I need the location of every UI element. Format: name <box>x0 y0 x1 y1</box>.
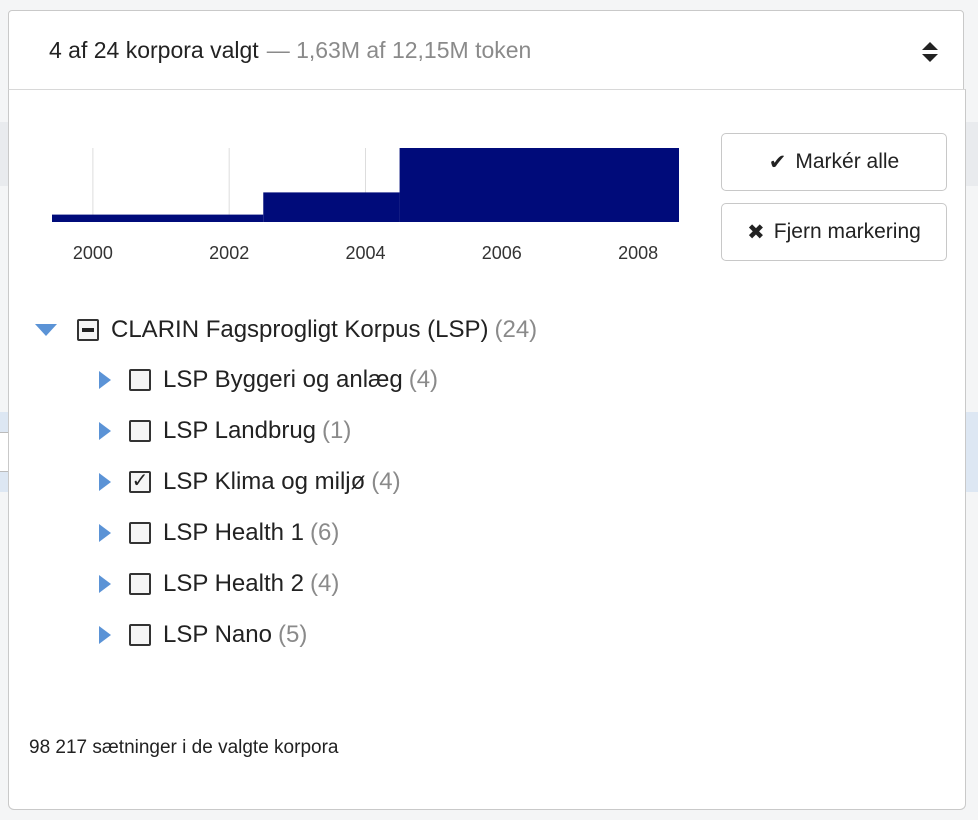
tree-item-label[interactable]: LSP Nano <box>163 621 272 648</box>
triangle-down-icon[interactable] <box>35 324 57 336</box>
sort-icon <box>922 42 938 62</box>
sentence-count: 98 217 sætninger i de valgte korpora <box>29 737 339 758</box>
tree-item: LSP Nano (5) <box>99 615 307 655</box>
chart-step <box>52 214 264 222</box>
time-distribution-chart: 2000 2002 2004 2006 2008 <box>49 130 689 280</box>
chart-step <box>399 148 679 222</box>
tree-item: LSP Landbrug (1) <box>99 411 351 451</box>
checkmark-icon: ✓ <box>131 470 149 492</box>
tree-item: LSP Health 1 (6) <box>99 513 339 553</box>
triangle-right-icon[interactable] <box>99 422 111 440</box>
tree-item-checkbox[interactable] <box>129 522 151 544</box>
triangle-right-icon[interactable] <box>99 524 111 542</box>
tree-item-count: (5) <box>277 621 308 648</box>
selected-count: 4 af 24 korpora valgt <box>49 36 259 63</box>
triangle-right-icon[interactable] <box>99 371 111 389</box>
tree-item-checkbox[interactable] <box>129 573 151 595</box>
tree-item-count: (6) <box>310 519 340 546</box>
tree-item-checkbox-checked[interactable]: ✓ <box>129 471 151 493</box>
tree-item-label[interactable]: LSP Landbrug <box>163 417 317 444</box>
close-icon: ✖ <box>747 220 765 244</box>
tree-item-checkbox[interactable] <box>129 420 151 442</box>
tree-item-count: (4) <box>310 570 340 597</box>
tree-item-label[interactable]: LSP Byggeri og anlæg <box>163 366 403 393</box>
chart-x-tick-label: 2004 <box>345 243 385 263</box>
tree-item-count: (4) <box>371 468 401 495</box>
triangle-right-icon[interactable] <box>99 473 111 491</box>
corpus-dropdown-panel: 2000 2002 2004 2006 2008 ✔ Markér alle ✖ Fje… <box>8 89 966 810</box>
tree-item: ✓ LSP Klima og miljø (4) <box>99 462 401 502</box>
tree-root-label[interactable]: CLARIN Fagsprogligt Korpus (LSP) <box>111 316 489 343</box>
token-count: — 1,63M af 12,15M token <box>266 36 532 63</box>
triangle-right-icon[interactable] <box>99 626 111 644</box>
chart-svg: 2000 2002 2004 2006 2008 <box>52 148 679 263</box>
tree-item: LSP Byggeri og anlæg (4) <box>99 360 438 400</box>
corpus-selector[interactable]: 4 af 24 korpora valgt — 1,63M af 12,15M … <box>8 10 964 90</box>
tree-item-label[interactable]: LSP Health 1 <box>163 519 304 546</box>
select-all-label: Markér alle <box>795 150 900 173</box>
root-checkbox[interactable] <box>77 319 99 341</box>
chart-x-tick-label: 2002 <box>209 243 249 263</box>
tree-root-node: CLARIN Fagsprogligt Korpus (LSP) (24) <box>35 310 537 350</box>
tree-item: LSP Health 2 (4) <box>99 564 339 604</box>
chart-x-tick-label: 2006 <box>482 243 522 263</box>
select-all-button[interactable]: ✔ Markér alle <box>721 133 947 191</box>
deselect-all-button[interactable]: ✖ Fjern markering <box>721 203 947 261</box>
deselect-all-label: Fjern markering <box>773 220 921 243</box>
tree-item-count: (4) <box>408 366 439 393</box>
tree-item-checkbox[interactable] <box>129 624 151 646</box>
check-icon: ✔ <box>768 150 787 174</box>
tree-item-label[interactable]: LSP Klima og miljø <box>163 468 366 495</box>
tree-item-count: (1) <box>322 417 352 444</box>
chart-x-tick-label: 2000 <box>73 243 113 263</box>
tree-item-label[interactable]: LSP Health 2 <box>163 570 304 597</box>
chart-step <box>263 192 400 222</box>
chart-x-tick-label: 2008 <box>618 243 658 263</box>
tree-item-checkbox[interactable] <box>129 369 151 391</box>
triangle-right-icon[interactable] <box>99 575 111 593</box>
tree-root-count: (24) <box>494 316 538 343</box>
